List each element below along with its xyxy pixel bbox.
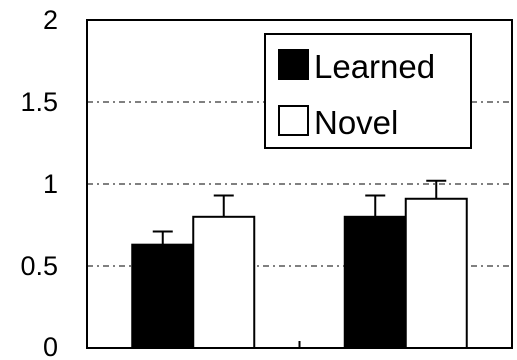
y-tick-label: 1 xyxy=(43,169,58,199)
bar-novel-1 xyxy=(192,215,256,349)
legend-swatch-novel xyxy=(278,105,309,136)
y-tick-label: 0 xyxy=(43,332,58,360)
error-bars xyxy=(152,179,447,245)
bar-learned-2 xyxy=(343,215,407,349)
bar-novel-2 xyxy=(404,197,468,349)
y-tick-label: 1.5 xyxy=(20,87,58,117)
bars xyxy=(131,197,468,349)
bar-learned-1 xyxy=(131,243,195,349)
y-tick-label: 0.5 xyxy=(20,251,58,281)
legend: Learned Novel xyxy=(264,33,472,149)
legend-swatch-learned xyxy=(278,49,309,80)
legend-label-learned: Learned xyxy=(314,48,435,85)
y-tick-label: 2 xyxy=(43,5,58,35)
y-axis-tick-labels: 0 0.5 1 1.5 2 xyxy=(20,5,58,360)
legend-label-novel: Novel xyxy=(314,104,398,141)
